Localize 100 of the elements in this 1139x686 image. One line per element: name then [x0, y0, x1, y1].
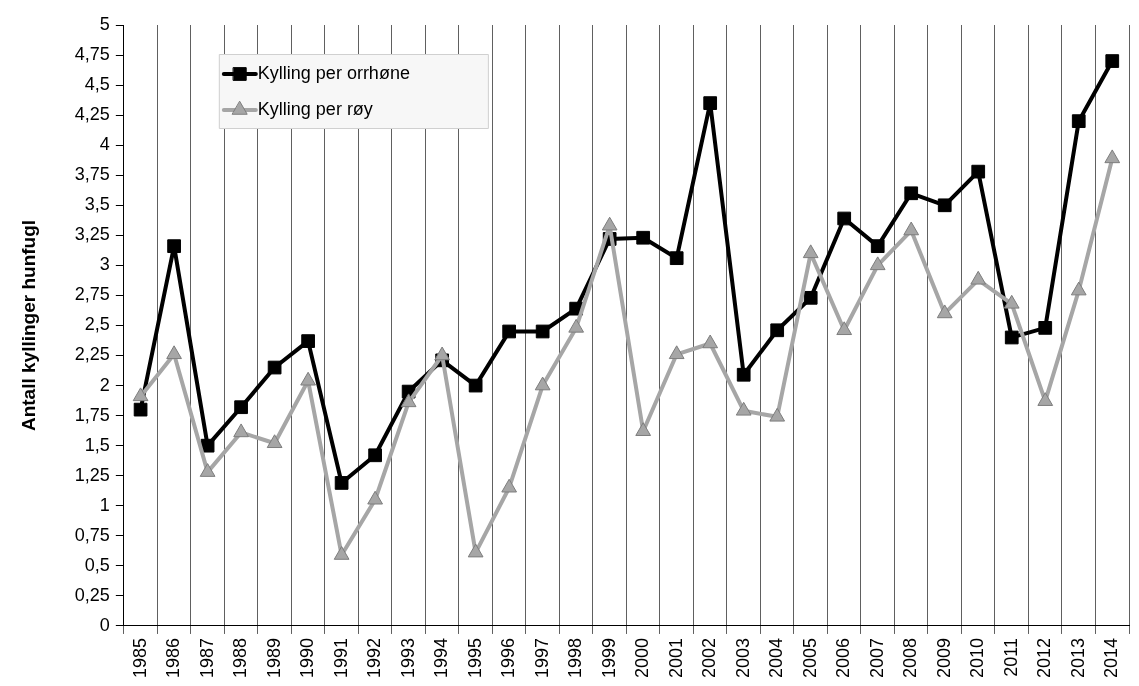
y-tick-label: 4,5 — [84, 74, 110, 95]
point — [233, 423, 249, 438]
point — [635, 422, 652, 436]
y-tick-label: 1,25 — [74, 464, 110, 485]
point — [434, 346, 450, 361]
x-tick-label: 1998 — [565, 637, 586, 678]
point — [300, 371, 316, 386]
point — [467, 543, 484, 558]
point — [367, 490, 383, 505]
point — [669, 251, 684, 266]
y-tick-label: 4,75 — [74, 44, 110, 65]
x-tick-label: 1989 — [263, 637, 284, 678]
point — [468, 378, 483, 393]
point — [167, 239, 181, 254]
point — [266, 434, 283, 449]
point — [904, 186, 919, 201]
point — [937, 198, 952, 213]
point — [301, 334, 315, 348]
x-tick-label: 2012 — [1034, 637, 1055, 678]
y-tick-label: 0,5 — [84, 554, 110, 575]
point — [400, 393, 417, 408]
y-tick-label: 5 — [99, 13, 110, 34]
point — [702, 334, 719, 349]
point — [534, 376, 551, 391]
point — [802, 244, 819, 259]
y-tick-label: 2,5 — [84, 314, 110, 335]
point — [836, 321, 853, 336]
point — [735, 401, 752, 416]
x-tick-label: 2006 — [833, 637, 854, 678]
point — [133, 402, 148, 417]
point — [971, 164, 986, 179]
x-tick-label: 2002 — [699, 637, 720, 678]
point — [501, 478, 518, 493]
x-tick-label: 2008 — [900, 637, 921, 678]
point — [333, 546, 350, 560]
x-tick-label: 2014 — [1101, 637, 1122, 678]
point — [568, 318, 585, 333]
point — [1071, 114, 1086, 129]
y-axis-title: Antall kyllinger hunfugl — [17, 219, 39, 432]
x-tick-label: 2001 — [665, 637, 686, 678]
x-tick-label: 1987 — [196, 637, 217, 678]
point — [200, 438, 215, 453]
y-tick-label: 2 — [99, 374, 110, 395]
y-tick-label: 2,75 — [74, 284, 110, 305]
point — [1104, 149, 1121, 164]
x-tick-label: 2007 — [866, 637, 887, 678]
point — [736, 367, 751, 382]
x-tick-label: 2003 — [732, 637, 753, 678]
x-tick-label: 1985 — [129, 637, 150, 678]
y-tick-label: 3,75 — [74, 164, 110, 185]
x-tick-label: 1999 — [598, 637, 619, 678]
x-tick-label: 2004 — [766, 637, 787, 678]
x-tick-label: 1992 — [364, 637, 385, 678]
point — [1004, 330, 1019, 345]
x-tick-label: 1990 — [297, 637, 318, 678]
y-tick-label: 1,5 — [84, 434, 110, 455]
y-tick-label: 3 — [99, 254, 110, 275]
point — [903, 221, 920, 236]
y-tick-label: 1 — [99, 494, 110, 515]
x-tick-label: 1994 — [431, 637, 452, 678]
point — [668, 345, 685, 360]
point — [970, 270, 987, 285]
point — [1003, 294, 1020, 309]
point — [870, 239, 885, 254]
point — [535, 324, 550, 339]
point — [636, 230, 651, 245]
x-tick-label: 2009 — [933, 637, 954, 678]
point — [1037, 392, 1054, 406]
x-tick-label: 2005 — [799, 637, 820, 678]
x-tick-label: 1993 — [397, 637, 418, 678]
y-tick-label: 3,25 — [74, 224, 110, 245]
point — [770, 323, 785, 338]
x-tick-label: 1995 — [464, 637, 485, 678]
point — [936, 304, 953, 319]
point — [1038, 321, 1053, 335]
x-tick-label: 2011 — [1000, 637, 1021, 677]
point — [132, 387, 149, 402]
point — [199, 463, 216, 477]
point — [502, 324, 517, 339]
x-tick-label: 1988 — [230, 637, 251, 678]
point — [166, 345, 182, 360]
y-tick-label: 0 — [99, 614, 110, 635]
point — [267, 360, 282, 375]
y-tick-label: 0,25 — [74, 584, 110, 605]
point — [334, 476, 349, 490]
point — [601, 216, 618, 231]
point — [837, 211, 852, 226]
point — [234, 400, 248, 415]
y-tick-label: 2,25 — [74, 344, 110, 365]
x-tick-label: 2010 — [967, 637, 988, 678]
y-tick-label: 3,5 — [84, 194, 110, 215]
x-tick-label: 1997 — [531, 637, 552, 678]
x-tick-label: 1991 — [330, 637, 351, 678]
x-tick-label: 2000 — [632, 637, 653, 678]
point — [869, 256, 886, 271]
legend-label: Kylling per orrhøne — [257, 62, 410, 83]
point — [1105, 54, 1120, 68]
point — [769, 407, 786, 422]
x-tick-label: 2013 — [1067, 637, 1088, 678]
x-tick-label: 1996 — [498, 637, 519, 678]
